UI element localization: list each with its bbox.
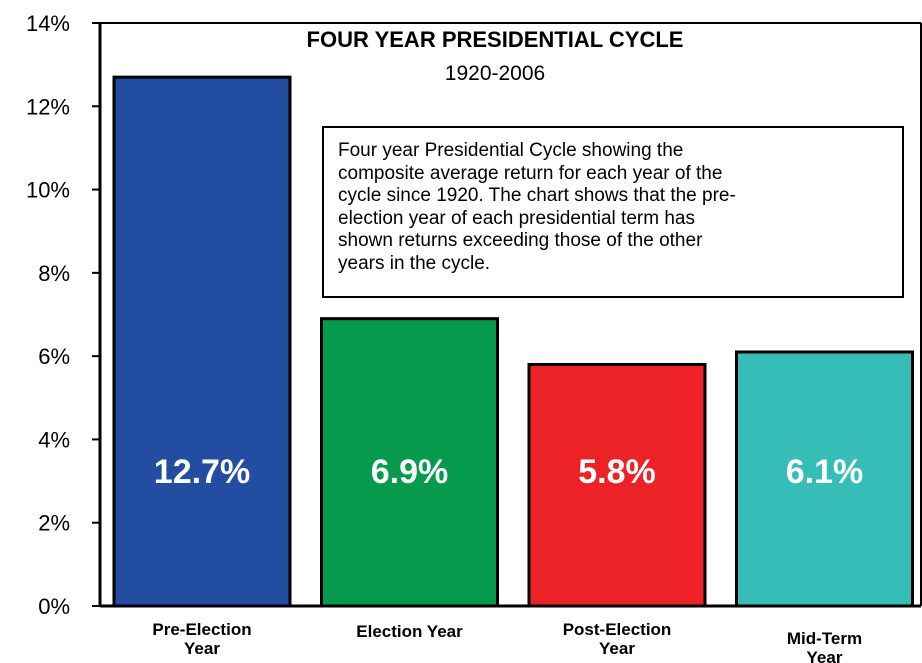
bar [112, 75, 292, 608]
bar [527, 362, 707, 608]
x-tick-label: Year [599, 639, 635, 658]
bar [320, 317, 499, 608]
y-tick-label: 4% [38, 427, 70, 452]
bars: 12.7% 6.9% 5.8% 6.1% [112, 75, 914, 608]
bar-data-label: 12.7% [154, 453, 250, 491]
y-tick-label: 2% [38, 511, 70, 536]
x-tick-label: Election Year [356, 622, 463, 641]
x-tick-label: Post-Election [563, 620, 672, 639]
chart-title-group: FOUR YEAR PRESIDENTIAL CYCLE 1920-2006 [307, 27, 684, 85]
chart-subtitle: 1920-2006 [445, 62, 545, 85]
y-tick-label: 8% [38, 261, 70, 286]
chart-title: FOUR YEAR PRESIDENTIAL CYCLE [307, 27, 684, 52]
x-tick-label: Pre-Election [152, 620, 251, 639]
annotation-line: composite average return for each year o… [338, 162, 723, 184]
y-tick-label: 14% [26, 11, 70, 36]
annotation-line: cycle since 1920. The chart shows that t… [338, 185, 736, 206]
bar [735, 350, 914, 608]
y-tick-label: 12% [26, 94, 70, 119]
bar-data-label: 6.1% [786, 453, 864, 491]
x-tick-label: Year [807, 648, 843, 663]
annotation-line: years in the cycle. [338, 252, 491, 274]
y-tick-label: 6% [38, 344, 70, 369]
annotation-box: Four year Presidential Cycle showing the… [322, 126, 904, 298]
annotation-line: shown returns exceeding those of the oth… [338, 230, 703, 251]
annotation-line: Four year Presidential Cycle showing the [338, 140, 684, 161]
bar-data-label: 5.8% [578, 453, 656, 491]
x-tick-label: Year [184, 639, 220, 658]
y-tick-label: 10% [26, 178, 70, 203]
y-tick-label: 0% [38, 594, 70, 619]
bar-data-label: 6.9% [371, 453, 449, 491]
annotation-line: election year of each presidential term … [338, 207, 695, 229]
x-tick-label: Mid-Term [787, 629, 862, 648]
